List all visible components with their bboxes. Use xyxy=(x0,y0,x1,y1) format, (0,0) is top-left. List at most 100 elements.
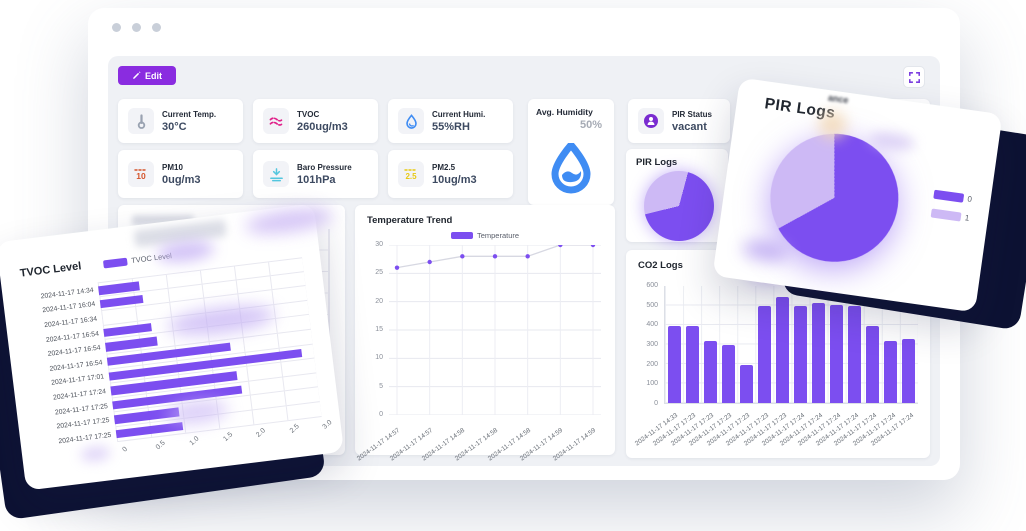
stat-card-tvoc: TVOC 260ug/m3 xyxy=(253,99,378,143)
gauge-icon xyxy=(263,161,289,187)
window-dot-icon[interactable] xyxy=(132,23,141,32)
stat-value: 10ug/m3 xyxy=(432,173,477,186)
bar xyxy=(793,306,807,403)
bar xyxy=(685,325,699,403)
y-tick: 25 xyxy=(375,269,383,277)
legend-swatch xyxy=(450,232,473,239)
expand-icon xyxy=(908,71,920,83)
pie-legend-item-1[interactable]: 1 xyxy=(930,208,970,223)
airwave-icon xyxy=(263,108,289,134)
y-tick: 10 xyxy=(375,354,383,362)
bar xyxy=(812,302,826,403)
pir-pie-chart xyxy=(644,171,714,241)
y-tick: 15 xyxy=(375,326,383,333)
stat-label: Current Humi. xyxy=(432,109,486,119)
legend-label: 1 xyxy=(964,213,970,223)
line-chart xyxy=(389,245,601,415)
window-controls[interactable] xyxy=(112,23,161,32)
pencil-icon xyxy=(133,71,141,79)
stat-label: TVOC xyxy=(297,109,320,119)
blurred-text-placeholder xyxy=(133,219,227,248)
stat-card-current-temp: Current Temp. 30°C xyxy=(118,99,243,143)
tvoc-floating-card: TVOC Level TVOC Level 2024-11-17 14:34 20… xyxy=(0,203,345,491)
x-tick: 2.0 xyxy=(255,427,267,439)
edit-button[interactable]: Edit xyxy=(118,66,176,85)
stat-value: 260ug/m3 xyxy=(297,120,348,133)
stat-label: Current Temp. xyxy=(162,109,217,119)
stat-card-pm25: 2.5 PM2.5 10ug/m3 xyxy=(388,150,513,198)
x-tick: 1.5 xyxy=(221,431,234,443)
stat-card-pir-status: PIR Status vacant xyxy=(628,99,730,143)
y-tick: 200 xyxy=(646,360,658,368)
co2-logs-card: CO2 Logs 0 100 200 300 400 500 600 2024-11-17 … xyxy=(626,250,930,458)
legend-label: 0 xyxy=(966,194,973,204)
stat-value: vacant xyxy=(672,120,707,133)
y-tick: 5 xyxy=(379,382,383,390)
window-dot-icon[interactable] xyxy=(152,23,161,32)
x-axis-labels: 2024-11-17 14:57 2024-11-17 14:57 2024-11-… xyxy=(356,421,601,463)
fullscreen-button[interactable] xyxy=(903,66,925,88)
legend-swatch xyxy=(930,208,962,222)
bar xyxy=(848,306,862,403)
stat-label: PM10 xyxy=(162,162,183,172)
stat-label: PM2.5 xyxy=(432,162,456,172)
y-tick: 20 xyxy=(375,297,383,305)
chart-title: PIR Logs xyxy=(763,95,837,123)
bar xyxy=(830,304,844,403)
pie-legend-item-0[interactable]: 0 xyxy=(933,189,973,204)
chart-title: PIR Logs xyxy=(636,157,678,168)
svg-text:10: 10 xyxy=(136,171,146,181)
pir-pie-chart xyxy=(762,125,907,271)
chart-title: TVOC Level xyxy=(19,260,82,280)
x-tick: 0.5 xyxy=(155,439,168,452)
person-icon xyxy=(638,108,664,134)
stat-label: PIR Status xyxy=(672,109,713,119)
tvoc-legend[interactable]: TVOC Level xyxy=(102,251,173,268)
y-tick: 30 xyxy=(375,241,383,248)
legend-label: TVOC Level xyxy=(130,251,173,266)
avg-humidity-label: Avg. Humidity xyxy=(536,107,593,117)
blur-smudge xyxy=(741,237,790,264)
stat-card-baro: Baro Pressure 101hPa xyxy=(253,150,378,198)
legend-swatch xyxy=(102,257,128,268)
bar xyxy=(667,325,681,403)
svg-text:2.5: 2.5 xyxy=(405,172,417,181)
stat-value: 101hPa xyxy=(297,173,336,186)
stat-card-current-humi: Current Humi. 55%RH xyxy=(388,99,513,143)
y-tick: 100 xyxy=(646,380,658,388)
bar xyxy=(775,296,789,403)
legend-swatch xyxy=(933,189,965,203)
pir-floating-card: PIR Logs 0 1 xyxy=(712,77,1003,313)
x-tick: 2.5 xyxy=(288,423,301,435)
y-tick: 300 xyxy=(646,341,658,348)
avg-humidity-card: Avg. Humidity 50% xyxy=(528,99,614,205)
water-drop-icon xyxy=(551,143,591,194)
thermometer-icon xyxy=(128,108,154,134)
horizontal-bar-chart: 2024-11-17 14:34 2024-11-17 16:04 2024-11-… xyxy=(12,257,322,452)
blur-smudge xyxy=(79,445,112,463)
avg-humidity-value: 50% xyxy=(579,119,602,131)
temperature-legend[interactable]: Temperature xyxy=(355,231,615,240)
y-tick: 0 xyxy=(654,400,658,407)
x-tick: 0 xyxy=(121,445,129,454)
blurred-title-placeholder xyxy=(132,215,194,226)
pm10-icon: 10 xyxy=(128,161,154,187)
pm25-icon: 2.5 xyxy=(398,161,424,187)
x-tick: 1.0 xyxy=(188,435,201,448)
bar xyxy=(739,364,753,403)
y-axis-labels: 0 5 10 15 20 25 30 xyxy=(363,241,385,418)
pir-logs-card: PIR Logs xyxy=(626,149,728,242)
legend-label: Temperature xyxy=(476,231,520,240)
stat-value: 0ug/m3 xyxy=(162,173,201,186)
chart-title: CO2 Logs xyxy=(638,260,683,271)
y-tick: 500 xyxy=(646,301,658,309)
y-tick: 0 xyxy=(379,411,383,418)
bar xyxy=(884,340,898,403)
temperature-trend-card: Temperature Trend Temperature 0 5 10 15 20 25… xyxy=(355,205,615,463)
x-axis-labels: 2024-11-17 14:33 2024-11-17 17:23 2024-11-… xyxy=(634,408,918,454)
window-dot-icon[interactable] xyxy=(112,23,121,32)
stat-value: 30°C xyxy=(162,120,187,133)
y-axis-labels: 0 100 200 300 400 500 600 xyxy=(634,282,660,407)
bar xyxy=(721,344,735,403)
stat-value: 55%RH xyxy=(432,120,470,133)
